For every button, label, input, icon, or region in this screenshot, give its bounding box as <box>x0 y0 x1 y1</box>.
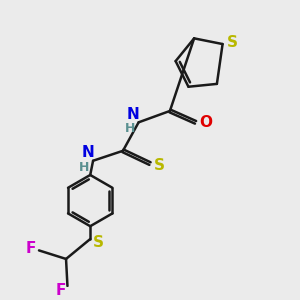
Text: S: S <box>92 235 104 250</box>
Text: S: S <box>227 35 238 50</box>
Text: N: N <box>82 145 94 160</box>
Text: N: N <box>126 107 139 122</box>
Text: H: H <box>79 160 90 173</box>
Text: H: H <box>125 122 135 135</box>
Text: O: O <box>199 115 212 130</box>
Text: S: S <box>153 158 164 172</box>
Text: F: F <box>25 242 36 256</box>
Text: F: F <box>56 283 66 298</box>
